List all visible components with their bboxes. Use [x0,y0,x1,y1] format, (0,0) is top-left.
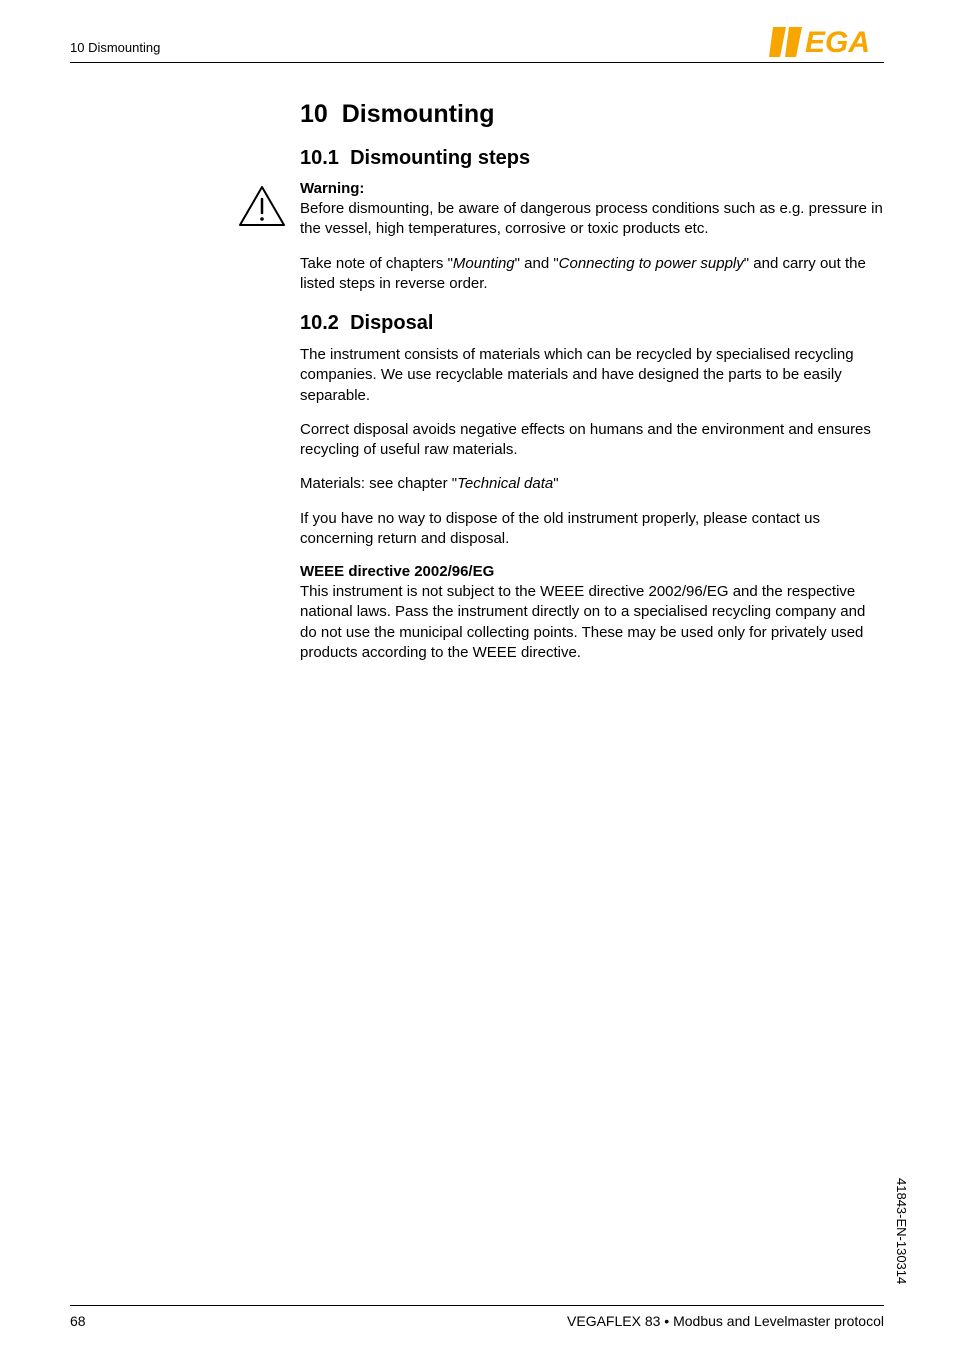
warning-content: Warning: Before dismounting, be aware of… [300,180,884,240]
disposal-p3: Materials: see chapter "Technical data" [300,474,884,494]
main-content: 10 Dismounting 10.1 Dismounting steps Wa… [300,100,884,677]
footer-divider [70,1305,884,1306]
weee-block: WEEE directive 2002/96/EG This instrumen… [300,563,884,663]
svg-text:EGA: EGA [805,26,870,59]
section-1-paragraph: Take note of chapters "Mounting" and "Co… [300,254,884,295]
weee-heading: WEEE directive 2002/96/EG [300,563,884,580]
vega-logo: EGA [769,25,884,59]
disposal-p4: If you have no way to dispose of the old… [300,509,884,550]
document-id-vertical: 41843-EN-130314 [894,1178,909,1284]
section-10-1-title: 10.1 Dismounting steps [300,147,884,170]
section-10-2-title: 10.2 Disposal [300,312,884,335]
page-number: 68 [70,1313,86,1329]
warning-icon [238,185,286,232]
footer-product-text: VEGAFLEX 83 • Modbus and Levelmaster pro… [567,1313,884,1329]
header-breadcrumb: 10 Dismounting [70,40,160,55]
warning-block: Warning: Before dismounting, be aware of… [300,180,884,240]
chapter-title: 10 Dismounting [300,100,884,129]
weee-text: This instrument is not subject to the WE… [300,582,884,663]
warning-text: Before dismounting, be aware of dangerou… [300,199,884,240]
disposal-p2: Correct disposal avoids negative effects… [300,420,884,461]
disposal-p1: The instrument consists of materials whi… [300,345,884,406]
header-divider [70,62,884,63]
warning-label: Warning: [300,180,884,197]
